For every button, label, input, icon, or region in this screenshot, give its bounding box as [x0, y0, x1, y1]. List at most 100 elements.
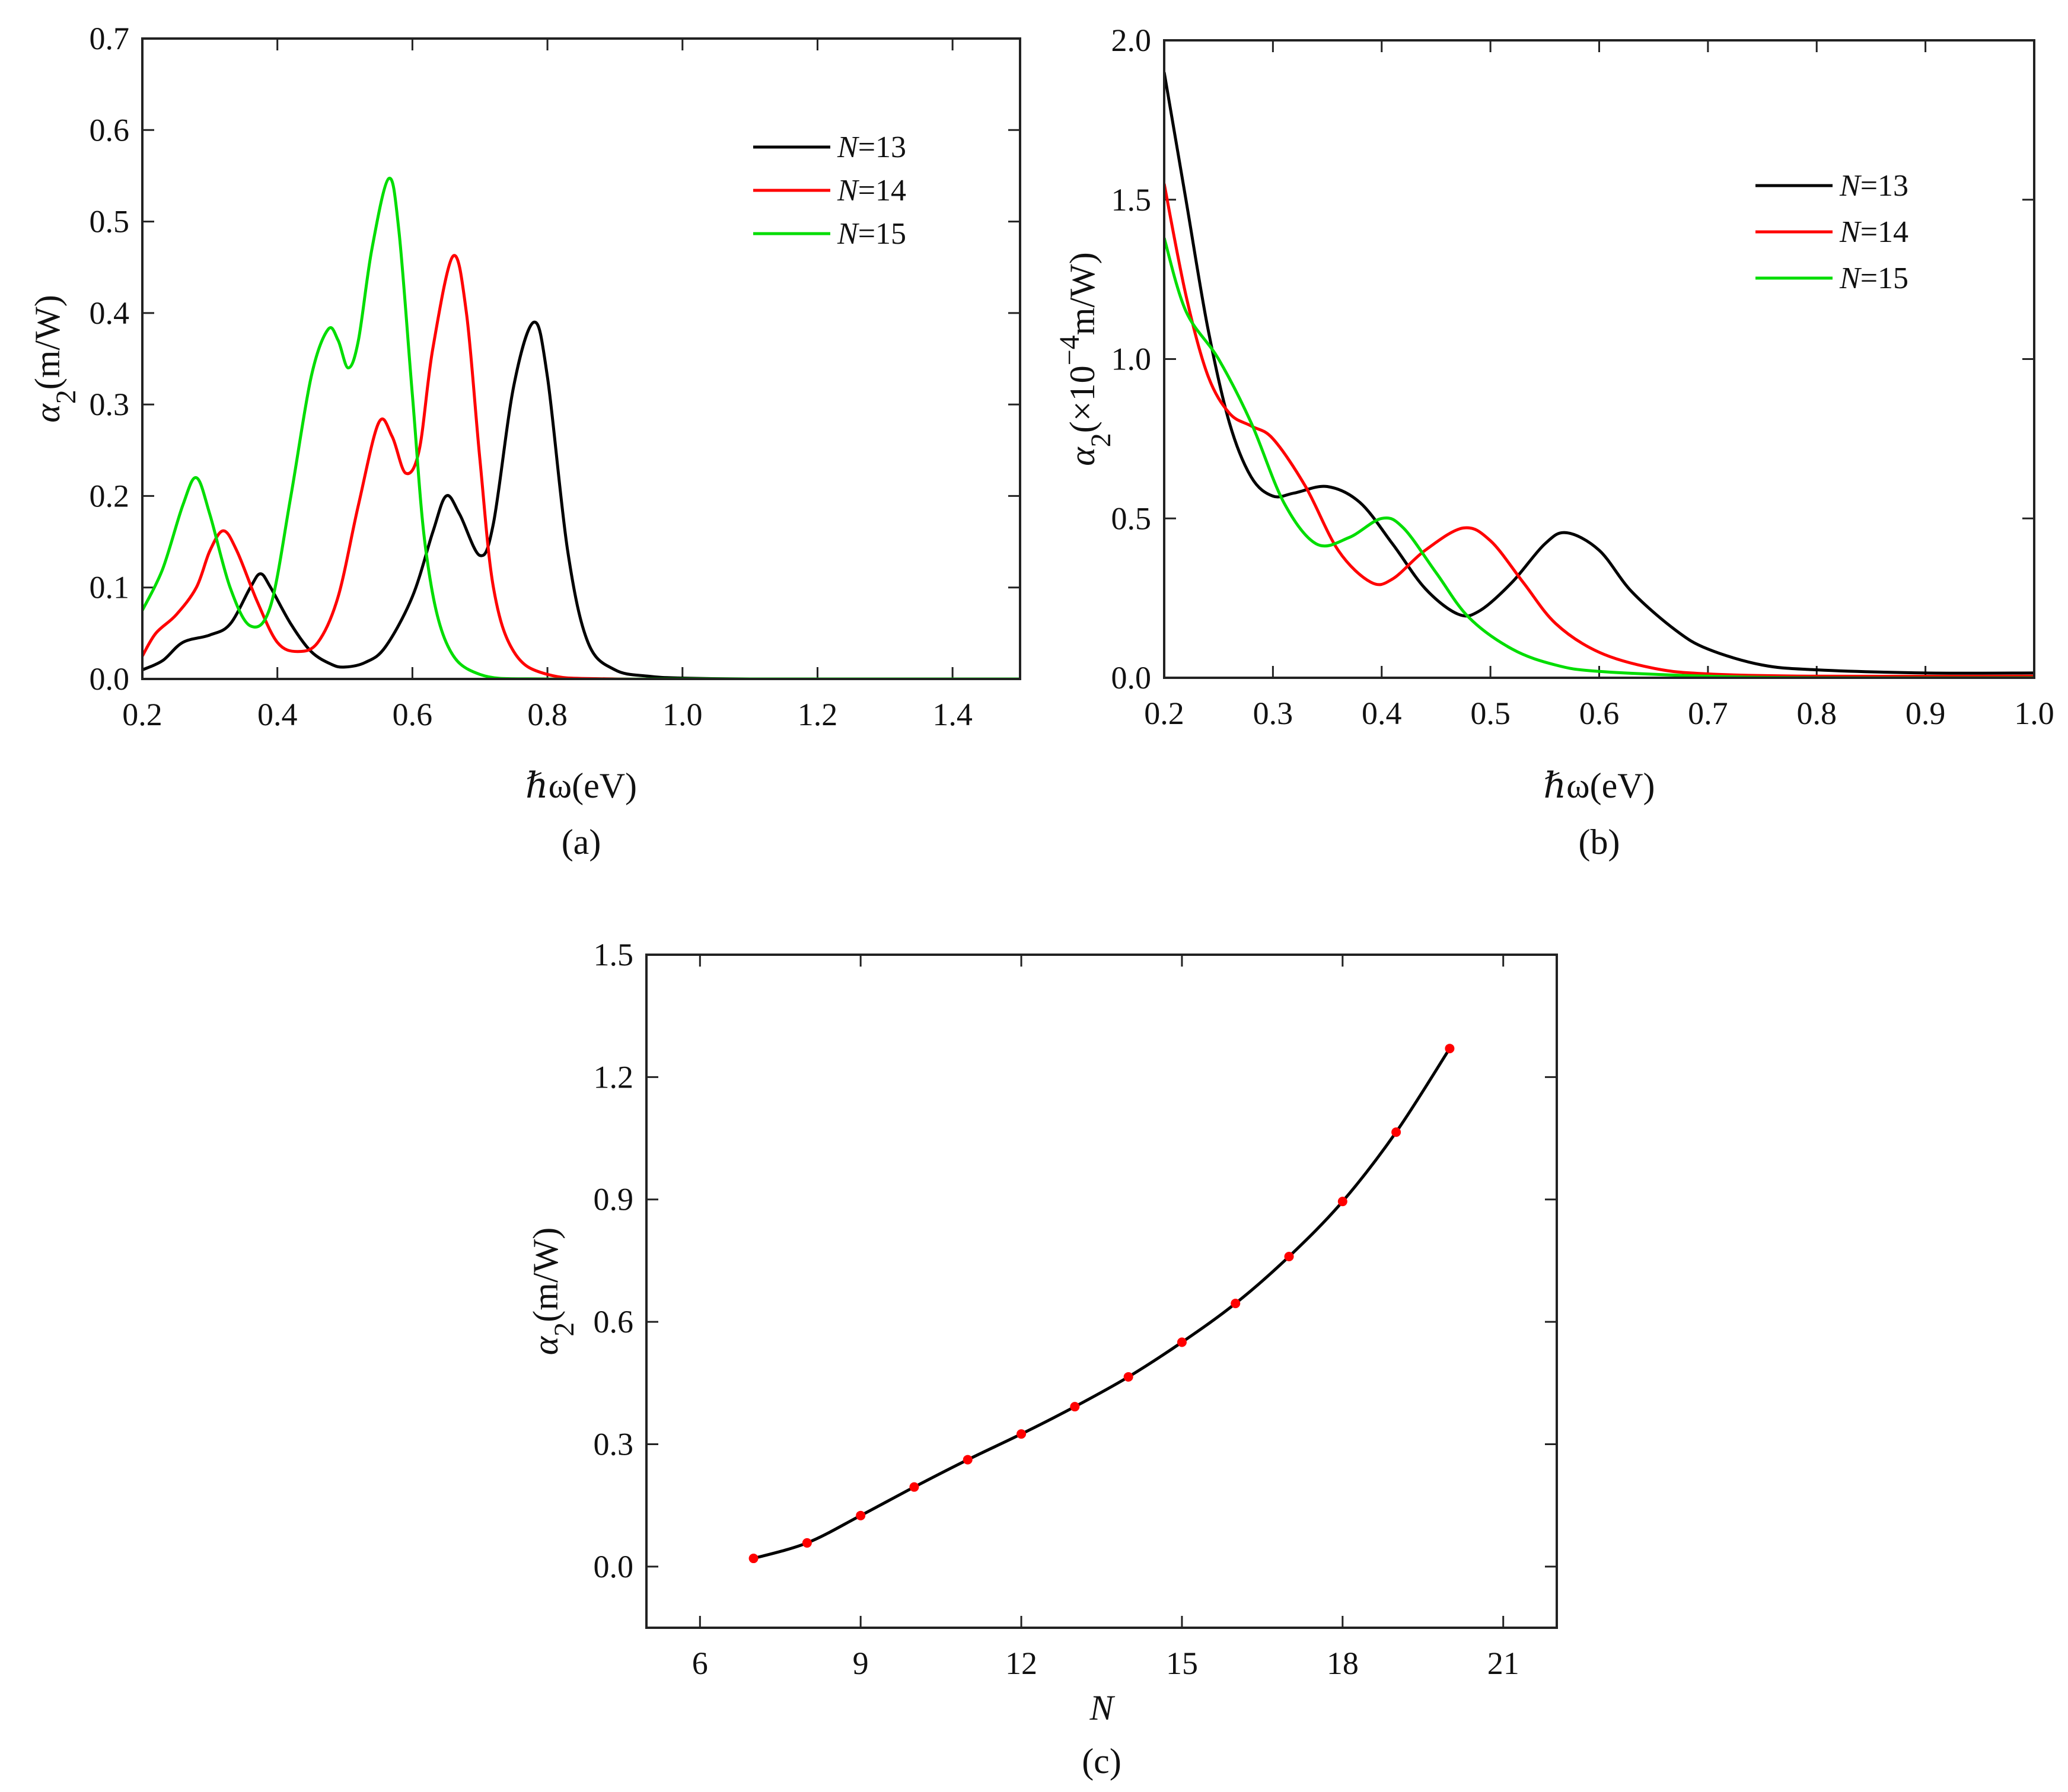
y-axis-label-unit-end: m/W)	[1063, 252, 1102, 335]
y-tick-label: 1.5	[1111, 182, 1152, 218]
data-point	[909, 1482, 919, 1492]
legend-label: N=14	[1839, 215, 1908, 249]
plot-frame	[645, 954, 1558, 1629]
x-tick-label: 1.2	[798, 697, 838, 732]
legend-label-italic: N	[1839, 169, 1862, 203]
x-tick-label: 0.2	[122, 697, 162, 732]
legend-label-rest: =15	[1860, 262, 1908, 295]
y-tick-label: 1.2	[594, 1059, 634, 1095]
y-axis-label: α2(m/W)	[526, 1227, 580, 1355]
x-tick-label: 0.7	[1688, 696, 1728, 731]
y-tick-label: 0.0	[90, 661, 130, 697]
panel-caption: (b)	[1579, 822, 1620, 862]
x-axis-label: ℏω(eV)	[525, 766, 637, 805]
y-tick-label: 2.0	[1111, 23, 1152, 58]
y-axis-label-subscript: 2	[549, 1322, 580, 1337]
panel-caption: (c)	[1082, 1742, 1121, 1781]
series-2	[142, 254, 1020, 679]
y-tick-label: 0.1	[90, 570, 130, 605]
y-tick-label: 1.0	[1111, 342, 1152, 377]
y-tick-label: 0.2	[90, 478, 130, 514]
x-tick-label: 0.9	[1906, 696, 1946, 731]
y-tick-label: 0.7	[90, 21, 130, 56]
x-tick-label: 12	[1005, 1646, 1037, 1681]
legend-label: N=13	[1839, 169, 1908, 203]
y-axis-label: α2(×10−4m/W)	[1054, 252, 1117, 465]
legend-label-rest: =14	[858, 174, 906, 208]
x-tick-label: 0.4	[1362, 696, 1402, 731]
y-tick-label: 0.6	[594, 1304, 634, 1340]
legend-label: N=15	[1839, 262, 1908, 295]
y-axis-label-superscript: −4	[1054, 335, 1085, 365]
y-axis-label-subscript: 2	[1085, 433, 1117, 447]
series-1	[748, 1044, 1455, 1564]
data-point	[1284, 1252, 1294, 1262]
x-tick-label: 1.0	[2014, 696, 2054, 731]
y-axis-label-unit: (m/W)	[526, 1227, 565, 1322]
x-tick-label: 15	[1166, 1646, 1198, 1681]
x-tick-label: 0.6	[393, 697, 433, 732]
series-1	[142, 320, 1020, 679]
legend-label: N=15	[837, 217, 906, 251]
legend-label: N=13	[837, 130, 906, 164]
y-axis-label-symbol: α	[28, 403, 67, 423]
x-tick-label: 18	[1327, 1646, 1359, 1681]
legend-label-italic: N	[837, 217, 860, 251]
panel-caption: (a)	[562, 822, 601, 862]
y-axis-label-unit: (m/W)	[28, 295, 67, 390]
x-tick-label: 0.3	[1253, 696, 1293, 731]
data-point	[1177, 1337, 1187, 1347]
y-axis-label: α2(m/W)	[28, 295, 82, 422]
data-point	[1391, 1127, 1401, 1137]
legend-label: N=14	[837, 174, 906, 208]
data-point	[1070, 1402, 1080, 1412]
series-line	[142, 320, 1020, 679]
legend-label-italic: N	[1839, 215, 1862, 249]
legend-label-rest: =14	[1860, 215, 1908, 249]
y-tick-label: 0.4	[90, 295, 130, 331]
plot-frame	[141, 37, 1021, 680]
y-tick-label: 0.3	[90, 387, 130, 422]
y-tick-label: 0.6	[90, 112, 130, 148]
y-axis-label-symbol: α	[526, 1335, 565, 1355]
x-tick-label: 21	[1487, 1646, 1519, 1681]
series-3	[142, 177, 1020, 679]
data-point	[1123, 1372, 1133, 1382]
chart-panel-c: 6 9 12 15 18 21 0.0 0.3 0.6 0.9 1.2 1.5 Nα2(m/W) (c)	[526, 937, 1558, 1781]
y-axis-label-subscript: 2	[50, 390, 82, 404]
series-line	[1164, 183, 2034, 678]
y-axis-label-unit: (×10	[1063, 365, 1102, 433]
series-2	[1164, 183, 2034, 678]
chart-panel-a: 0.2 0.4 0.6 0.8 1.0 1.2 1.4 0.0 0.1 0.2 0.3 0.4 0.5 0…	[28, 21, 1021, 862]
legend-label-rest: =15	[858, 217, 906, 251]
x-tick-label: 0.8	[1797, 696, 1837, 731]
x-tick-label: 1.4	[932, 697, 973, 732]
x-tick-label: 0.4	[257, 697, 298, 732]
y-tick-label: 1.5	[594, 937, 634, 972]
chart-panel-b: 0.2 0.3 0.4 0.5 0.6 0.7 0.8 0.9 1.0 0.0 0.5 1.0 1.5 2…	[1054, 23, 2054, 862]
series-line	[142, 254, 1020, 679]
data-point	[1231, 1299, 1241, 1309]
data-point	[802, 1538, 812, 1548]
data-point	[1337, 1197, 1347, 1207]
y-tick-label: 0.9	[594, 1182, 634, 1217]
y-axis-label-symbol: α	[1063, 447, 1102, 466]
data-point	[963, 1455, 973, 1465]
y-tick-label: 0.3	[594, 1426, 634, 1462]
x-tick-label: 0.6	[1579, 696, 1620, 731]
legend-label-rest: =13	[1860, 169, 1908, 203]
x-tick-label: 9	[853, 1646, 869, 1681]
legend-label-italic: N	[837, 174, 860, 208]
y-tick-label: 0.5	[1111, 500, 1152, 536]
plot-frame	[1163, 39, 2035, 679]
x-axis-label: ℏω(eV)	[1543, 766, 1655, 805]
y-tick-label: 0.0	[1111, 660, 1152, 696]
x-tick-label: 1.0	[662, 697, 703, 732]
x-tick-label: 0.5	[1470, 696, 1511, 731]
series-line	[142, 177, 1020, 679]
y-tick-label: 0.0	[594, 1549, 634, 1584]
legend-label-italic: N	[1839, 262, 1862, 295]
y-tick-label: 0.5	[90, 204, 130, 240]
